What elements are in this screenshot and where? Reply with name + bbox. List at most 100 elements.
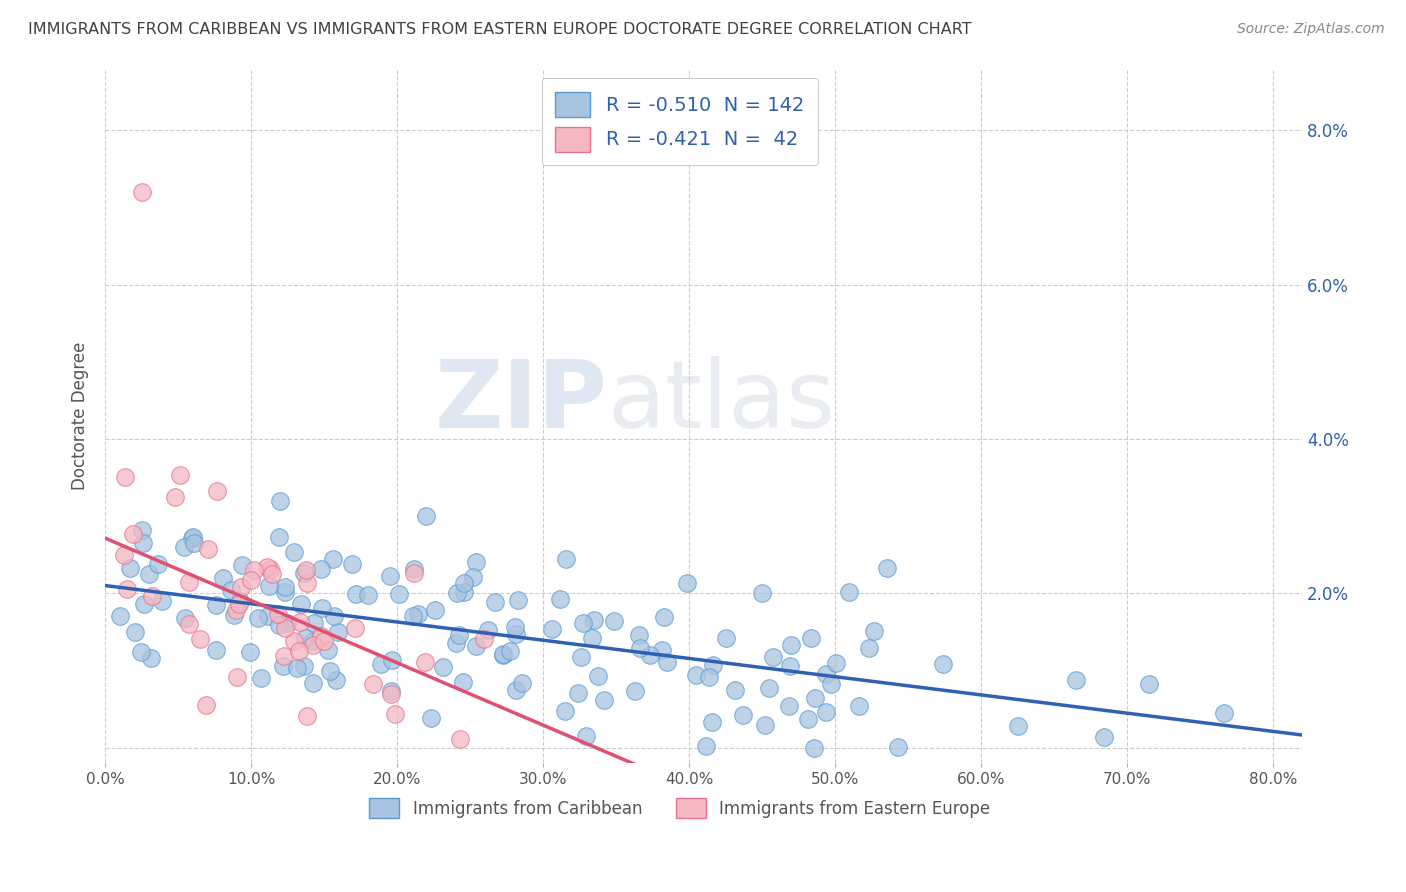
Point — [378, 569, 401, 583]
Point — [138, 566, 160, 581]
Point — [697, 670, 720, 684]
Point — [322, 609, 344, 624]
Point — [211, 571, 233, 585]
Point — [179, 574, 201, 589]
Point — [472, 632, 495, 646]
Point — [453, 584, 475, 599]
Point — [803, 740, 825, 755]
Point — [288, 615, 311, 629]
Text: IMMIGRANTS FROM CARIBBEAN VS IMMIGRANTS FROM EASTERN EUROPE DOCTORATE DEGREE COR: IMMIGRANTS FROM CARIBBEAN VS IMMIGRANTS … — [28, 22, 972, 37]
Point — [239, 574, 262, 588]
Point — [322, 551, 344, 566]
Point — [219, 583, 242, 598]
Point — [150, 594, 173, 608]
Point — [761, 649, 783, 664]
Point — [141, 651, 163, 665]
Point — [319, 665, 342, 679]
Point — [447, 628, 470, 642]
Point — [408, 607, 430, 621]
Point — [1213, 706, 1236, 721]
Text: ZIP: ZIP — [434, 356, 607, 448]
Point — [510, 675, 533, 690]
Point — [887, 739, 910, 754]
Point — [183, 536, 205, 550]
Point — [628, 628, 651, 642]
Point — [274, 621, 297, 635]
Point — [838, 585, 860, 599]
Point — [343, 621, 366, 635]
Point — [173, 540, 195, 554]
Point — [505, 627, 527, 641]
Point — [228, 597, 250, 611]
Point — [419, 711, 441, 725]
Point — [325, 673, 347, 688]
Point — [316, 643, 339, 657]
Point — [876, 561, 898, 575]
Point — [295, 576, 318, 591]
Point — [195, 698, 218, 712]
Point — [932, 657, 955, 672]
Point — [695, 739, 717, 753]
Point — [256, 559, 278, 574]
Point — [491, 648, 513, 662]
Point — [1137, 677, 1160, 691]
Point — [292, 566, 315, 580]
Point — [177, 617, 200, 632]
Point — [413, 655, 436, 669]
Point — [464, 555, 486, 569]
Point — [453, 576, 475, 591]
Point — [380, 687, 402, 701]
Point — [505, 682, 527, 697]
Point — [222, 607, 245, 622]
Point — [370, 657, 392, 671]
Point — [290, 597, 312, 611]
Point — [188, 632, 211, 647]
Point — [112, 549, 135, 563]
Point — [444, 635, 467, 649]
Point — [283, 545, 305, 559]
Point — [204, 598, 226, 612]
Point — [652, 610, 675, 624]
Point — [388, 587, 411, 601]
Point — [294, 631, 316, 645]
Point — [463, 570, 485, 584]
Point — [588, 669, 610, 683]
Point — [624, 684, 647, 698]
Point — [267, 607, 290, 621]
Point — [592, 693, 614, 707]
Point — [848, 699, 870, 714]
Text: atlas: atlas — [607, 356, 837, 448]
Point — [451, 675, 474, 690]
Point — [141, 589, 163, 603]
Point — [269, 493, 291, 508]
Point — [401, 608, 423, 623]
Point — [361, 676, 384, 690]
Point — [295, 563, 318, 577]
Point — [256, 608, 278, 623]
Point — [700, 715, 723, 730]
Point — [638, 648, 661, 662]
Point — [115, 582, 138, 596]
Point — [402, 562, 425, 576]
Point — [129, 645, 152, 659]
Point — [225, 670, 247, 684]
Point — [205, 483, 228, 498]
Point — [131, 185, 153, 199]
Point — [163, 490, 186, 504]
Point — [581, 631, 603, 645]
Point — [815, 705, 838, 719]
Point — [288, 644, 311, 658]
Point — [257, 579, 280, 593]
Point — [1064, 673, 1087, 687]
Point — [118, 560, 141, 574]
Point — [229, 593, 252, 607]
Point — [702, 658, 724, 673]
Point — [685, 668, 707, 682]
Point — [754, 717, 776, 731]
Point — [800, 632, 823, 646]
Point — [505, 620, 527, 634]
Point — [205, 643, 228, 657]
Point — [259, 562, 281, 576]
Point — [758, 681, 780, 695]
Point — [146, 557, 169, 571]
